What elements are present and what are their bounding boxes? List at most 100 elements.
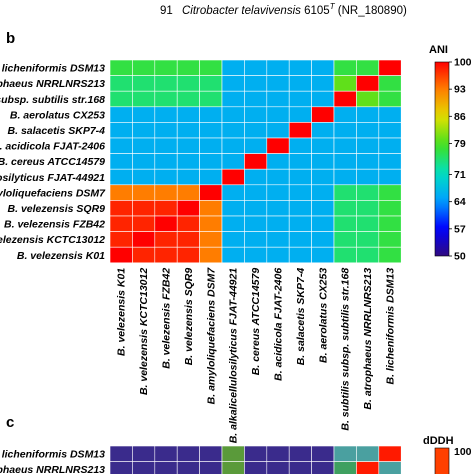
heatmap-cell xyxy=(244,137,268,154)
heatmap-cell xyxy=(132,184,156,201)
row-label: B. salacetis SKP7-4 xyxy=(8,125,106,137)
heatmap-cell xyxy=(109,137,133,154)
heatmap-cell xyxy=(311,231,335,248)
heatmap-cell xyxy=(356,200,380,217)
ddh-heatmap-cell xyxy=(378,461,402,474)
heatmap-cell xyxy=(154,246,178,264)
heatmap-cell xyxy=(288,168,312,186)
heatmap-cell xyxy=(109,215,133,232)
heatmap-cell xyxy=(176,246,200,264)
heatmap-cell xyxy=(154,106,178,123)
heatmap-cell xyxy=(356,59,380,76)
heatmap-cell xyxy=(378,106,402,123)
column-label: B. acidicola FJAT-2406 xyxy=(273,268,285,381)
column-label: B. velezensis K01 xyxy=(116,268,128,356)
heatmap-cell xyxy=(176,231,200,248)
heatmap-cell xyxy=(132,200,156,217)
ddh-heatmap-cell xyxy=(109,445,133,462)
heatmap-cell xyxy=(378,168,402,186)
heatmap-cell xyxy=(266,59,290,76)
heatmap-cell xyxy=(356,90,380,108)
heatmap-cell xyxy=(221,200,245,217)
heatmap-cell xyxy=(244,106,268,123)
heatmap-cell xyxy=(244,168,268,186)
row-label: B. cereus ATCC14579 xyxy=(0,156,105,168)
heatmap-cell xyxy=(356,137,380,154)
heatmap-cell xyxy=(221,137,245,154)
heatmap-cell xyxy=(378,122,402,139)
heatmap-cell xyxy=(154,90,178,108)
column-label: B. alkalicellulosilyticus FJAT-44921 xyxy=(228,268,240,444)
heatmap-cell xyxy=(221,106,245,123)
heatmap-cell xyxy=(109,231,133,248)
heatmap-cell xyxy=(132,90,156,108)
colorbar-tick-label: 100 xyxy=(454,57,472,69)
heatmap-cell xyxy=(132,215,156,232)
heatmap-cell xyxy=(266,137,290,154)
heatmap-cell xyxy=(311,184,335,201)
heatmap-cell xyxy=(288,75,312,92)
heatmap-cell xyxy=(109,200,133,217)
row-label: B. acidicola FJAT-2406 xyxy=(0,141,105,153)
heatmap-cell xyxy=(109,168,133,186)
column-label: B. cereus ATCC14579 xyxy=(250,268,262,376)
heatmap-cell xyxy=(154,153,178,170)
ddh-heatmap-cell xyxy=(132,461,156,474)
heatmap-cell xyxy=(176,106,200,123)
heatmap-cell xyxy=(378,137,402,154)
heatmap-cell xyxy=(288,90,312,108)
heatmap-cell xyxy=(288,200,312,217)
heatmap-cell xyxy=(221,168,245,186)
heatmap-cell xyxy=(154,200,178,217)
ddh-row-label: B. atrophaeus NRRLNRS213 xyxy=(0,464,105,474)
ddh-heatmap-cell xyxy=(356,461,380,474)
caption-species: Citrobacter telavivensis xyxy=(182,4,301,17)
heatmap-cell xyxy=(266,106,290,123)
heatmap-cell xyxy=(311,106,335,123)
heatmap-cell xyxy=(311,246,335,264)
heatmap-cell xyxy=(311,90,335,108)
ddh-heatmap-cell xyxy=(333,445,357,462)
heatmap-cell xyxy=(356,184,380,201)
ddh-heatmap-cell xyxy=(266,461,290,474)
heatmap-cell xyxy=(132,122,156,139)
heatmap-cell xyxy=(154,184,178,201)
ddh-heatmap-cell xyxy=(266,445,290,462)
heatmap-cell xyxy=(288,231,312,248)
heatmap-cell xyxy=(244,75,268,92)
heatmap-cell xyxy=(154,215,178,232)
heatmap-cell xyxy=(311,122,335,139)
heatmap-cell xyxy=(109,246,133,264)
heatmap-cell xyxy=(132,246,156,264)
heatmap-cell xyxy=(199,231,223,248)
colorbar-tick-label: 64 xyxy=(454,196,466,208)
heatmap-cell xyxy=(356,106,380,123)
heatmap-cell xyxy=(244,59,268,76)
heatmap-cell xyxy=(109,184,133,201)
heatmap-cell xyxy=(333,153,357,170)
colorbar-tick-label: 86 xyxy=(454,111,466,123)
heatmap-cell xyxy=(154,59,178,76)
heatmap-cell xyxy=(132,137,156,154)
colorbar-tick-label: 57 xyxy=(454,223,466,235)
heatmap-cell xyxy=(378,59,402,76)
heatmap-cell xyxy=(109,106,133,123)
ddh-heatmap-cell xyxy=(311,445,335,462)
heatmap-cell xyxy=(154,168,178,186)
heatmap-cell xyxy=(378,184,402,201)
heatmap-cell xyxy=(199,153,223,170)
column-label: B. licheniformis DSM13 xyxy=(385,268,397,385)
heatmap-cell xyxy=(221,184,245,201)
heatmap-cell xyxy=(333,90,357,108)
row-label: B. licheniformis DSM13 xyxy=(0,63,105,75)
heatmap-cell xyxy=(333,59,357,76)
heatmap-cell xyxy=(266,246,290,264)
column-label: B. salacetis SKP7-4 xyxy=(295,268,307,366)
row-label: B. velezensis K01 xyxy=(17,250,105,262)
heatmap-cell xyxy=(288,246,312,264)
heatmap-cell xyxy=(154,137,178,154)
colorbar-tick-label: 50 xyxy=(454,251,466,263)
ddh-heatmap-cell xyxy=(132,445,156,462)
heatmap-cell xyxy=(266,75,290,92)
heatmap-cell xyxy=(176,215,200,232)
